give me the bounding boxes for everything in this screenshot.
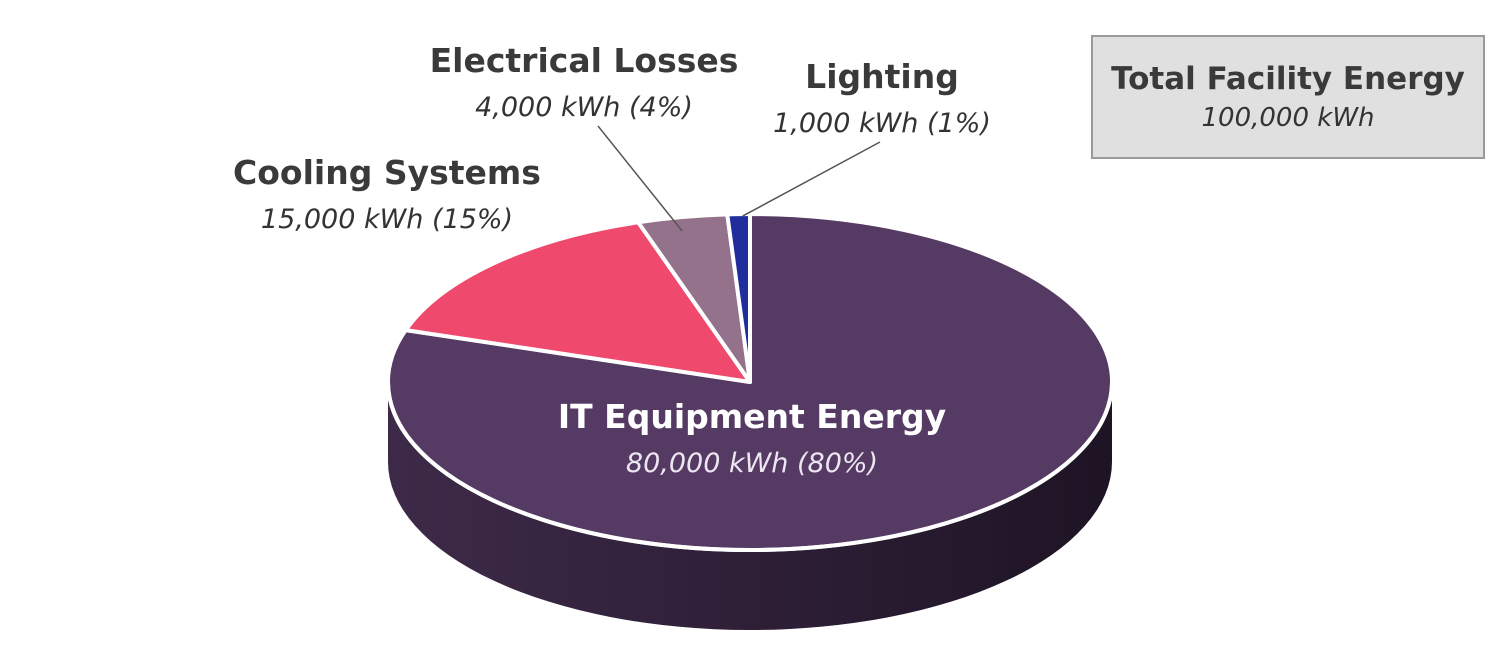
slice-label-lighting: Lighting	[805, 57, 959, 96]
pie-rim	[386, 381, 1114, 552]
total-facility-energy-value: 100,000 kWh	[1201, 103, 1375, 133]
pie-side-wall	[388, 382, 1112, 630]
leader-line-electrical-losses	[597, 125, 683, 232]
slice-label-it-equipment: IT Equipment Energy	[558, 397, 946, 436]
slice-label-electrical-losses: Electrical Losses	[430, 41, 739, 80]
slice-value-electrical-losses: 4,000 kWh (4%)	[475, 92, 693, 123]
slice-value-cooling-systems: 15,000 kWh (15%)	[261, 204, 513, 235]
slice-value-it-equipment: 80,000 kWh (80%)	[626, 448, 878, 479]
slice-label-cooling-systems: Cooling Systems	[233, 153, 541, 192]
slice-value-lighting: 1,000 kWh (1%)	[773, 108, 991, 139]
pie-slice-lighting	[725, 212, 752, 384]
total-facility-energy-label: Total Facility Energy	[1111, 61, 1465, 97]
total-facility-energy-box: Total Facility Energy 100,000 kWh	[1091, 35, 1485, 159]
leader-line-lighting	[742, 141, 881, 217]
